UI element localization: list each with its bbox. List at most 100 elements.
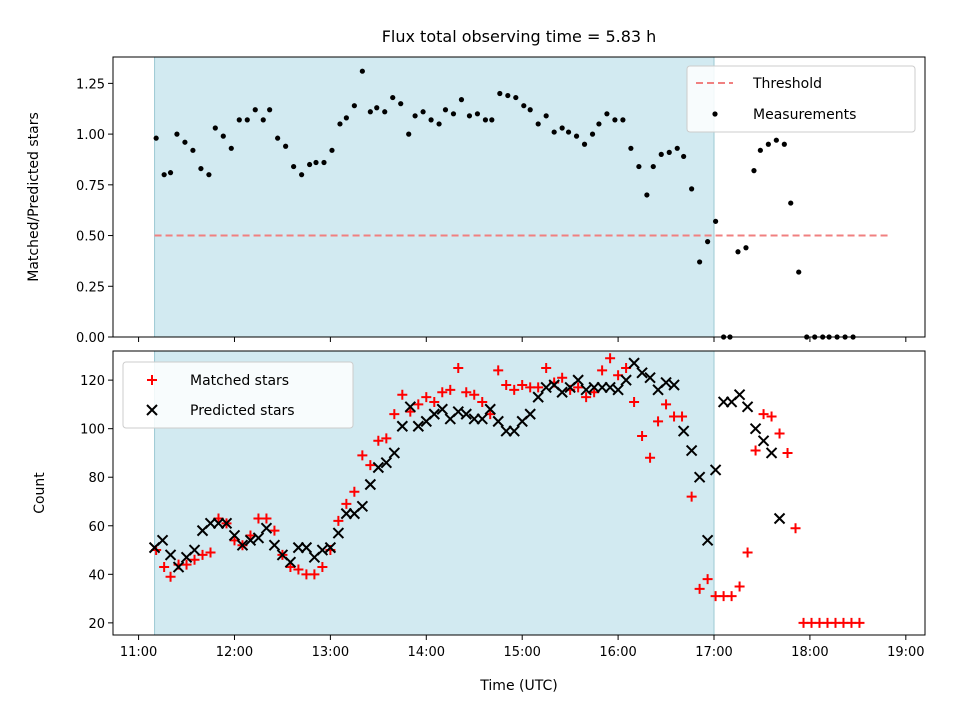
- matched-stars-point: [437, 387, 448, 398]
- matched-stars-point: [405, 406, 416, 417]
- matched-stars-point: [285, 562, 296, 573]
- top-panel-observing-span: [154, 56, 715, 338]
- predicted-stars-point: [364, 478, 377, 491]
- legend-measurements-label: Measurements: [753, 107, 856, 123]
- bottom-panel-y-axis-label: Count: [32, 472, 48, 514]
- predicted-stars-point: [741, 401, 754, 413]
- predicted-stars-point: [556, 386, 568, 398]
- measurement-point: [573, 133, 580, 139]
- matched-stars-point: [421, 392, 432, 403]
- predicted-stars-point: [324, 541, 337, 554]
- predicted-stars-point: [644, 371, 656, 384]
- measurement-point: [705, 239, 711, 245]
- measurement-point: [337, 121, 343, 127]
- measurement-point: [581, 141, 588, 147]
- measurement-point: [527, 107, 533, 113]
- measurement-point: [596, 121, 602, 127]
- predicted-stars-point: [685, 444, 698, 457]
- x-tick-label: 18:00: [791, 645, 828, 660]
- measurement-point: [153, 135, 159, 141]
- top-panel-y-axis-label: Matched/Predicted stars: [26, 112, 42, 282]
- matched-stars-point: [517, 379, 528, 390]
- measurement-point: [751, 168, 757, 174]
- measurement-point: [343, 115, 349, 121]
- matched-stars-point: [766, 411, 777, 422]
- matched-stars-point: [205, 547, 216, 558]
- predicted-stars-point: [693, 471, 706, 483]
- x-tick-label: 15:00: [503, 645, 540, 660]
- matched-stars-point: [461, 387, 472, 398]
- legend-box: [122, 361, 354, 429]
- predicted-stars-point: [380, 456, 393, 469]
- matched-stars-point: [686, 491, 697, 502]
- predicted-stars-point: [372, 461, 385, 474]
- matched-stars-point: [677, 411, 688, 422]
- measurement-point: [206, 172, 212, 178]
- measurement-point: [367, 109, 373, 115]
- measurement-point: [689, 186, 695, 192]
- y-tick-label: 0.00: [76, 331, 105, 346]
- matched-stars-point: [605, 353, 616, 364]
- predicted-stars-point: [636, 367, 648, 379]
- predicted-stars-point: [484, 403, 496, 415]
- matched-stars-point: [333, 515, 344, 526]
- measurement-point: [428, 117, 434, 123]
- predicted-stars-point: [172, 561, 185, 573]
- measurement-point: [505, 92, 511, 99]
- bottom-panel-legend: Matched stars Predicted stars: [122, 361, 354, 429]
- measurement-point: [666, 149, 672, 155]
- measurement-point: [212, 125, 218, 131]
- matched-stars-point: [165, 571, 176, 582]
- predicted-stars-point: [628, 357, 640, 369]
- matched-stars-point: [389, 409, 400, 420]
- legend-predicted-label: Predicted stars: [190, 403, 295, 419]
- top-panel: 0.00 0.25 0.50 0.75 1.00 1.25 Matched/Predict…: [26, 56, 926, 346]
- matched-stars-point: [397, 389, 408, 400]
- x-tick-label: 12:00: [216, 645, 253, 660]
- matched-stars-point: [501, 379, 512, 390]
- measurement-point: [559, 125, 565, 131]
- predicted-stars-point: [668, 379, 680, 391]
- matched-stars-point: [702, 574, 713, 585]
- matched-stars-point: [445, 384, 456, 395]
- measurement-point: [658, 151, 664, 157]
- matched-stars-point: [557, 372, 568, 383]
- y-tick-label: 40: [88, 568, 105, 583]
- matched-stars-point: [541, 362, 552, 373]
- legend-predicted-swatch: [146, 404, 158, 416]
- bottom-panel-y-axis: 20 40 60 80 100 120: [80, 374, 113, 632]
- predicted-stars-point: [220, 517, 233, 530]
- measurement-point: [406, 131, 412, 137]
- measurement-point: [796, 269, 802, 275]
- measurement-point: [321, 159, 327, 166]
- matched-stars-point: [645, 452, 656, 463]
- measurement-point: [735, 249, 741, 255]
- predicted-stars-point: [660, 376, 672, 389]
- matched-stars-point: [653, 416, 664, 427]
- measurement-point: [174, 131, 180, 137]
- measurement-point: [359, 68, 365, 74]
- matched-stars-point: [381, 433, 392, 444]
- matched-stars-point: [694, 583, 705, 594]
- predicted-stars-point: [412, 420, 425, 432]
- measurement-point: [773, 137, 779, 143]
- measurement-point: [644, 192, 650, 198]
- matched-stars-point: [493, 365, 504, 376]
- matched-stars-point: [365, 460, 376, 471]
- measurement-point: [220, 133, 226, 139]
- measurement-point: [513, 94, 519, 101]
- measurement-point: [604, 111, 610, 117]
- measurement-point: [198, 165, 204, 172]
- chart-title: Flux total observing time = 5.83 h: [382, 27, 657, 46]
- predicted-stars-point: [612, 384, 624, 396]
- matched-stars-point: [189, 554, 200, 565]
- matched-stars-point: [477, 396, 488, 407]
- measurement-point: [521, 103, 527, 109]
- predicted-stars-point: [236, 539, 249, 551]
- predicted-stars-point: [396, 420, 409, 432]
- measurement-point: [497, 90, 503, 97]
- predicted-stars-point: [757, 435, 770, 447]
- measurement-point: [412, 113, 418, 119]
- y-tick-label: 1.00: [76, 128, 105, 143]
- x-tick-label: 13:00: [312, 645, 349, 660]
